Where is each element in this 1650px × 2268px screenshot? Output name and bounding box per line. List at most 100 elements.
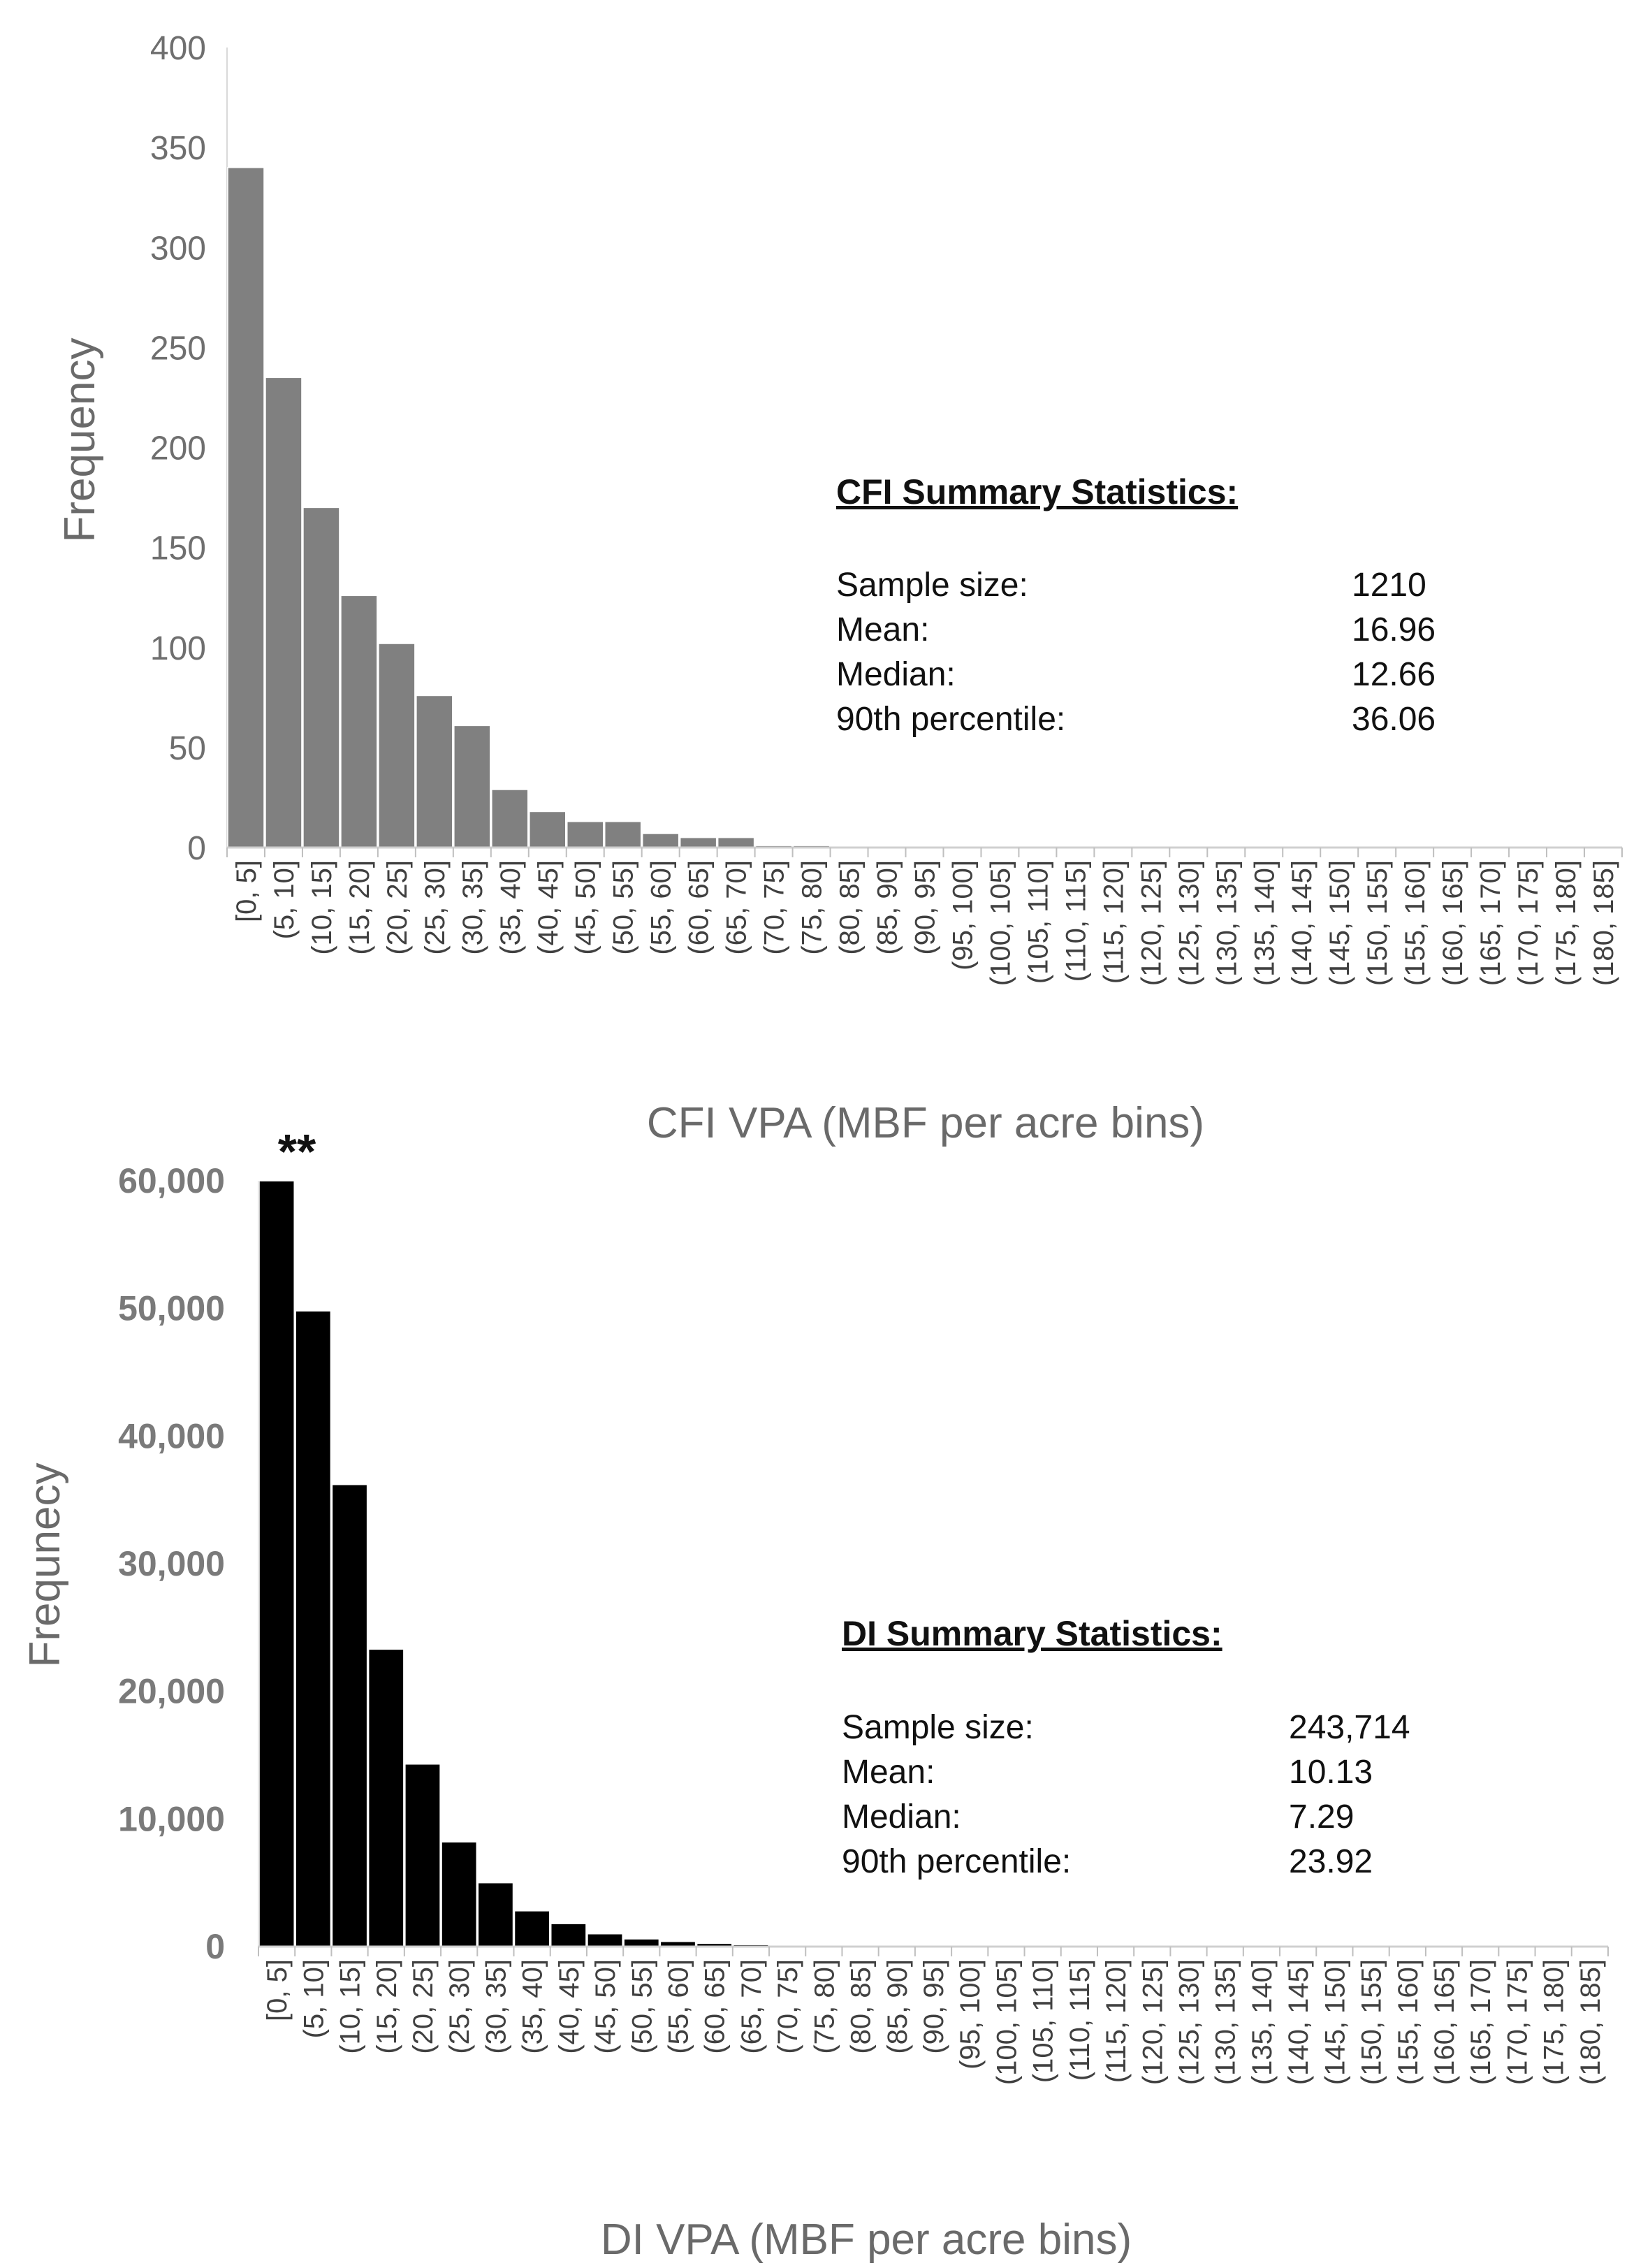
c2-x-tick-label: (145, 150]	[1320, 1959, 1350, 2085]
c1-bar	[641, 833, 680, 848]
c1-y-tick-label: 50	[169, 730, 206, 767]
c1-x-tick-label: (75, 80]	[797, 860, 828, 955]
c2-x-tick-label: (110, 115]	[1065, 1959, 1095, 2081]
di-stat-value-90th-percentile: 23.92	[1289, 1843, 1373, 1880]
c1-bar	[604, 821, 642, 848]
c2-x-tick-label: (15, 20]	[372, 1959, 402, 2054]
c2-bar	[404, 1764, 441, 1947]
di-y-ticks: 0 10,000 20,000 30,000 40,000 50,000 60,000	[118, 1161, 259, 1966]
c2-x-tick-label: (5, 10]	[298, 1959, 329, 2038]
c1-x-tick-label: (70, 75]	[759, 860, 790, 955]
c2-y-tick-label: 60,000	[118, 1161, 225, 1200]
c2-x-tick-label: (115, 120]	[1101, 1959, 1132, 2083]
c1-x-tick-label: (120, 125]	[1136, 860, 1167, 986]
c2-x-tick-label: (105, 110]	[1028, 1959, 1059, 2083]
cfi-y-axis-label: Frequency	[56, 338, 104, 543]
c1-x-tick-label: (50, 55]	[608, 860, 639, 955]
c1-y-tick-label: 300	[150, 230, 206, 267]
c1-x-tick-label: (45, 50]	[571, 860, 601, 955]
c2-bar	[587, 1933, 623, 1947]
c2-bar	[441, 1841, 478, 1947]
c1-x-tick-label: (115, 120]	[1098, 860, 1129, 984]
c2-bar	[550, 1923, 587, 1947]
c1-x-tick-label: (5, 10]	[269, 860, 300, 939]
c1-x-tick-label: (85, 90]	[873, 860, 903, 955]
c2-x-tick-label: (55, 60]	[663, 1959, 694, 2054]
c2-x-tick-label: (130, 135]	[1211, 1959, 1241, 2085]
c1-x-tick-label: (65, 70]	[722, 860, 752, 955]
c1-x-tick-label: (155, 160]	[1400, 860, 1431, 986]
c1-x-tick-label: (20, 25]	[382, 860, 413, 955]
di-bars	[258, 1180, 842, 1947]
c2-x-tick-label: (35, 40]	[518, 1959, 548, 2054]
c2-bar	[367, 1648, 404, 1947]
c2-x-tick-label: (75, 80]	[809, 1959, 840, 2054]
c1-bar	[265, 377, 302, 848]
c1-x-tick-label: (100, 105]	[985, 860, 1016, 986]
c2-y-tick-label: 20,000	[118, 1672, 225, 1711]
cfi-stat-label-90th-percentile: 90th percentile:	[836, 701, 1065, 738]
c2-x-tick-label: (20, 25]	[408, 1959, 439, 2054]
c1-x-tick-label: (160, 165]	[1438, 860, 1468, 986]
c1-bar	[567, 821, 604, 848]
c1-x-tick-label: (10, 15]	[307, 860, 337, 955]
c1-bar	[227, 167, 265, 848]
c2-y-tick-label: 10,000	[118, 1799, 225, 1838]
di-stat-label-90th-percentile: 90th percentile:	[842, 1843, 1071, 1880]
cfi-stat-value-sample-size: 1210	[1352, 567, 1426, 604]
di-annotation-asterisks: **	[278, 1124, 316, 1179]
c2-x-tick-label: (140, 145]	[1283, 1959, 1314, 2085]
c2-x-tick-label: (150, 155]	[1357, 1959, 1387, 2085]
c1-bar	[416, 695, 453, 848]
di-summary-heading: DI Summary Statistics:	[842, 1614, 1222, 1653]
c2-x-tick-label: (165, 170]	[1466, 1959, 1496, 2085]
c2-x-tick-label: (155, 160]	[1393, 1959, 1424, 2085]
c1-x-tick-label: (165, 170]	[1475, 860, 1506, 986]
c2-bar	[513, 1910, 550, 1947]
c1-x-tick-label: (25, 30]	[420, 860, 451, 955]
c2-x-tick-label: (85, 90]	[882, 1959, 913, 2054]
c1-x-tick-label: (170, 175]	[1513, 860, 1544, 986]
cfi-y-ticks: 0 50 100 150 200 250 300 350 400	[150, 30, 228, 867]
c2-x-tick-label: (40, 45]	[554, 1959, 585, 2054]
c2-x-tick-label: (175, 180]	[1539, 1959, 1570, 2085]
c1-x-tick-label: (90, 95]	[910, 860, 941, 955]
di-stat-label-median: Median:	[842, 1798, 961, 1836]
c2-y-tick-label: 30,000	[118, 1544, 225, 1583]
c1-x-tick-label: (150, 155]	[1362, 860, 1393, 986]
di-histogram: 0 10,000 20,000 30,000 40,000 50,000 60,000 [0…	[21, 1124, 1609, 2264]
c1-bar	[529, 810, 567, 848]
di-x-ticks: [0, 5] (5, 10] (10, 15] (15, 20] (20, 25] (25…	[258, 1945, 1609, 2085]
c2-bar	[331, 1483, 368, 1947]
c1-x-tick-label: (130, 135]	[1211, 860, 1242, 986]
c2-bar	[258, 1180, 295, 1947]
cfi-stat-label-mean: Mean:	[836, 611, 929, 648]
c1-bar	[340, 595, 378, 848]
c2-bar	[295, 1310, 332, 1947]
c1-y-tick-label: 100	[150, 630, 206, 667]
c1-x-tick-label: [0, 5]	[231, 860, 262, 922]
c1-bar	[302, 507, 340, 848]
c2-x-tick-label: (170, 175]	[1502, 1959, 1533, 2085]
cfi-x-ticks: [0, 5] (5, 10] (10, 15] (15, 20] (20, 25] (25…	[226, 846, 1623, 986]
c2-x-tick-label: (10, 15]	[335, 1959, 366, 2054]
c1-x-tick-label: (30, 35]	[458, 860, 488, 955]
c1-x-tick-label: (15, 20]	[344, 860, 375, 955]
c2-x-tick-label: (95, 100]	[955, 1959, 986, 2070]
c2-y-tick-label: 0	[205, 1927, 225, 1966]
cfi-x-axis-label: CFI VPA (MBF per acre bins)	[647, 1099, 1204, 1147]
cfi-bars	[227, 167, 831, 848]
c2-x-tick-label: (60, 65]	[700, 1959, 731, 2054]
c2-x-tick-label: (25, 30]	[444, 1959, 475, 2054]
di-summary-box: DI Summary Statistics: Sample size: 243,…	[842, 1614, 1410, 1880]
cfi-stat-value-mean: 16.96	[1352, 611, 1436, 648]
c2-x-tick-label: (90, 95]	[919, 1959, 949, 2054]
c1-bar	[491, 789, 529, 848]
c1-x-tick-label: (145, 150]	[1324, 860, 1355, 986]
c2-x-tick-label: (45, 50]	[590, 1959, 621, 2054]
di-stat-value-median: 7.29	[1289, 1798, 1354, 1836]
c2-x-tick-label: (30, 35]	[481, 1959, 511, 2054]
di-stat-value-mean: 10.13	[1289, 1754, 1373, 1791]
